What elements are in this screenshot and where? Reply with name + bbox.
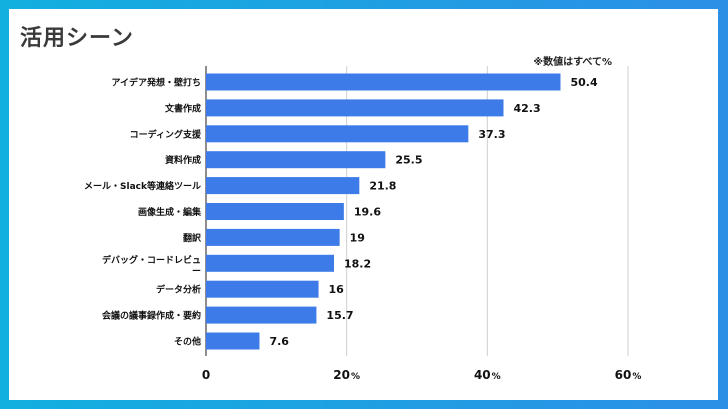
- bar: [206, 254, 335, 272]
- value-label: 18.2: [344, 257, 371, 270]
- bar: [206, 228, 340, 246]
- x-tick-label: 60%: [615, 368, 642, 382]
- units-note: ※数値はすべて%: [533, 57, 612, 68]
- bar: [206, 151, 386, 169]
- bar: [206, 125, 469, 143]
- category-label: その他: [174, 336, 201, 348]
- category-label: 翻訳: [183, 232, 202, 244]
- value-labels: 50.4 42.3 37.3 25.5 21.8 19.6 19 18.2 16 15.7 7.6: [269, 76, 598, 348]
- value-label: 19.6: [354, 206, 381, 219]
- value-label: 50.4: [570, 76, 597, 89]
- category-label: 文書作成: [164, 102, 201, 114]
- category-label: アイデア発想・壁打ち: [111, 77, 201, 89]
- value-label: 37.3: [478, 128, 505, 141]
- value-label: 16: [329, 283, 345, 296]
- value-label: 19: [350, 231, 365, 244]
- category-label: デバッグ・コードレビュー: [102, 254, 201, 277]
- category-labels: アイデア発想・壁打ち文書作成コーディング支援資料作成メール・Slack等連絡ツー…: [84, 77, 202, 348]
- bar: [206, 99, 504, 117]
- value-label: 15.7: [326, 309, 353, 322]
- value-label: 25.5: [395, 154, 422, 167]
- category-label: コーディング支援: [130, 128, 202, 140]
- category-label: データ分析: [156, 284, 201, 296]
- x-tick-label: 20%: [333, 368, 360, 382]
- category-label: 会議の議事録作成・要約: [102, 310, 201, 322]
- x-tick-label: 0: [202, 368, 210, 382]
- bar: [206, 177, 360, 195]
- bar: [206, 73, 561, 91]
- value-label: 21.8: [369, 180, 396, 193]
- bar: [206, 203, 344, 220]
- bar: [206, 280, 319, 298]
- value-label: 42.3: [514, 102, 541, 115]
- category-label: 画像生成・編集: [138, 206, 202, 218]
- bar: [206, 306, 317, 324]
- category-label: メール・Slack等連絡ツール: [84, 180, 201, 192]
- x-tick-label: 40%: [474, 368, 501, 382]
- category-label: 資料作成: [165, 154, 201, 166]
- bar: [206, 332, 260, 350]
- page-title: 活用シーン: [20, 26, 134, 51]
- value-label: 7.6: [269, 335, 289, 348]
- x-axis-ticks: 0 20% 40% 60%: [202, 368, 642, 382]
- bars: [206, 73, 561, 350]
